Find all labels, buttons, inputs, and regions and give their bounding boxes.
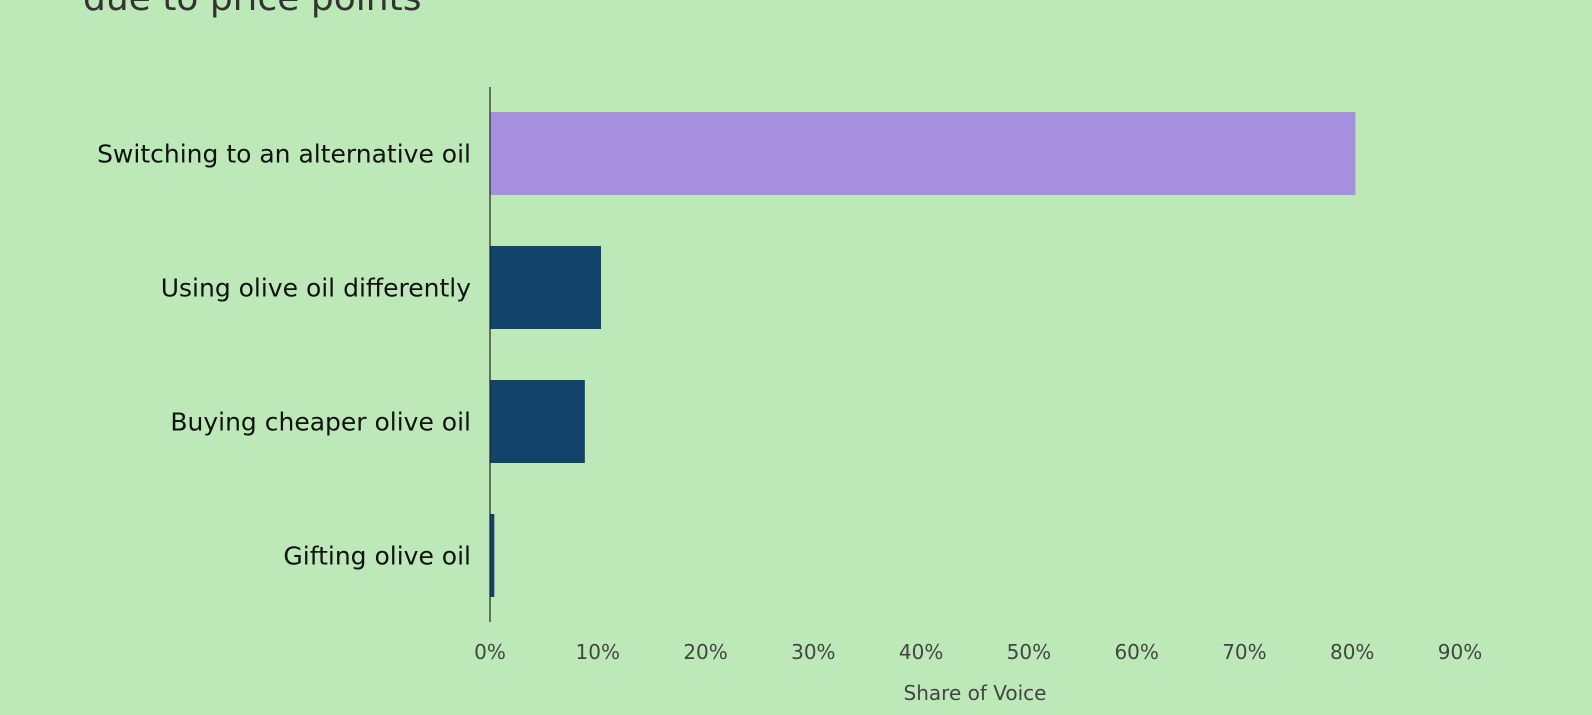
category-label: Buying cheaper olive oil: [170, 408, 471, 437]
x-tick-label: 30%: [791, 640, 835, 664]
x-tick-label: 90%: [1438, 640, 1482, 664]
x-tick-label: 0%: [474, 640, 506, 664]
chart-title: due to price points: [83, 0, 421, 19]
x-axis-label: Share of Voice: [904, 681, 1047, 705]
category-label: Using olive oil differently: [161, 274, 471, 303]
x-tick-label: 80%: [1330, 640, 1374, 664]
x-tick-label: 70%: [1222, 640, 1266, 664]
bar: [490, 246, 602, 329]
x-tick-label: 20%: [683, 640, 727, 664]
category-label: Gifting olive oil: [283, 542, 471, 571]
x-tick-label: 10%: [576, 640, 620, 664]
category-label: Switching to an alternative oil: [97, 140, 471, 169]
bar: [490, 514, 495, 597]
x-tick-label: 60%: [1114, 640, 1158, 664]
x-tick-label: 50%: [1007, 640, 1051, 664]
x-tick-label: 40%: [899, 640, 943, 664]
bar: [490, 112, 1356, 195]
bar: [490, 380, 585, 463]
